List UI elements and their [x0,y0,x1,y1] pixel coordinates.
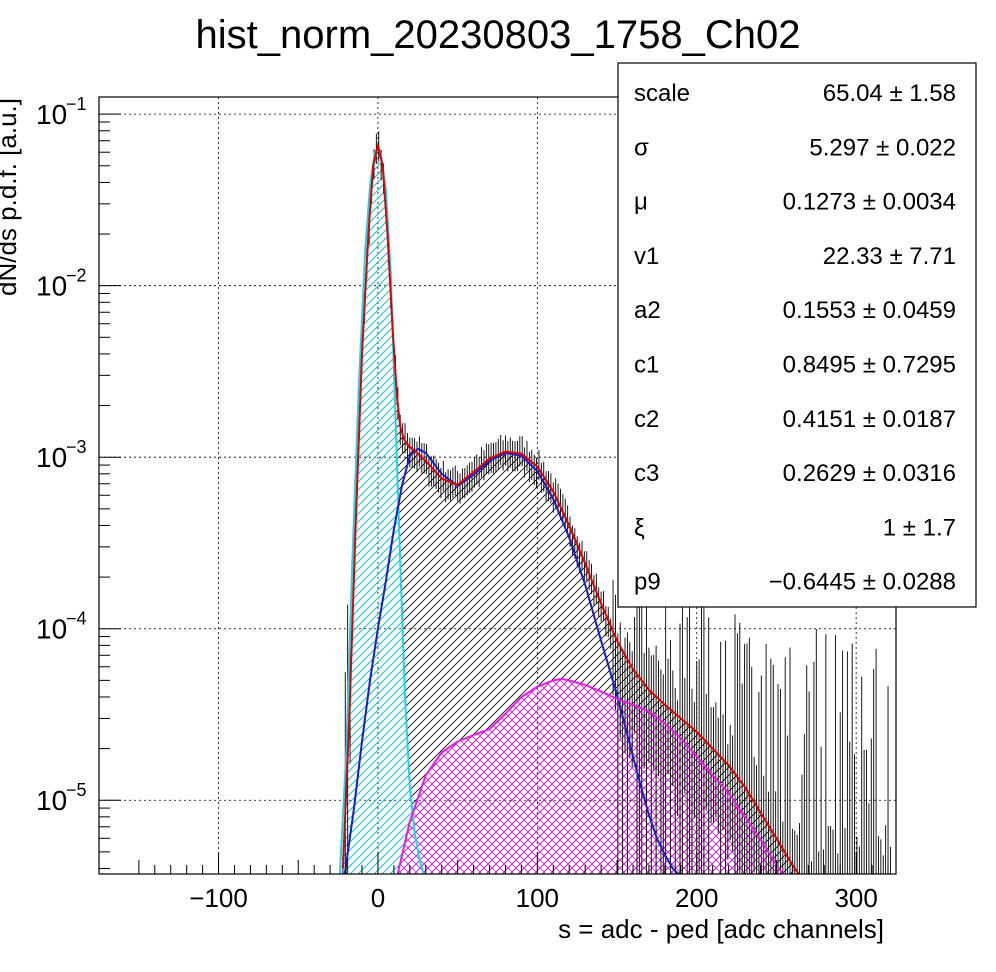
stats-param-value: 0.8495 ± 0.7295 [783,352,956,379]
y-tick-label: 10−1 [36,94,87,130]
stats-param-value: −0.6445 ± 0.0288 [769,569,956,596]
y-axis-label: dN/ds p.d.f. [a.u.] [0,98,22,296]
stats-param-name: c2 [634,406,659,433]
x-tick-labels: −100 0 100 200 300 [189,883,878,913]
x-tick-label: −100 [189,883,248,913]
pedestal-hatch-fill [339,148,425,874]
stats-param-name: μ [634,189,648,216]
curve-total-fit [341,144,801,874]
y-tick-labels: 10−110−210−310−410−5 [36,94,87,816]
stats-param-value: 0.2629 ± 0.0316 [783,460,956,487]
stats-param-value: 0.1273 ± 0.0034 [783,189,956,216]
data-error-bars [342,131,891,874]
stats-param-name: σ [634,134,649,161]
y-tick-base: 10 [36,99,67,130]
y-tick-base: 10 [36,442,67,473]
y-tick-base: 10 [36,271,67,302]
y-tick-base: 10 [36,614,67,645]
stats-param-name: ξ [634,514,645,541]
x-tick-label: 100 [516,883,559,913]
stats-box-frame [617,62,977,608]
x-tick-label: 200 [675,883,718,913]
y-tick-label: 10−4 [36,609,87,645]
stats-box: scale 65.04 ± 1.58 σ 5.297 ± 0.022 μ 0.1273 ±… [617,62,977,608]
y-tick-power: −1 [66,94,87,114]
stats-param-value: 1 ± 1.7 [883,514,956,541]
y-tick-power: −4 [66,609,87,629]
stats-param-name: v1 [634,243,659,270]
stats-param-value: 65.04 ± 1.58 [823,80,956,107]
stats-param-name: c1 [634,352,659,379]
axis-ticks [99,113,889,874]
y-tick-power: −2 [66,266,87,286]
stats-param-name: p9 [634,569,661,596]
fit-curves [338,144,801,874]
stats-param-value: 0.1553 ± 0.0459 [783,297,956,324]
stats-param-value: 22.33 ± 7.71 [823,243,956,270]
x-axis-label: s = adc - ped [adc channels] [558,914,884,944]
stats-param-name: c3 [634,460,659,487]
stats-param-value: 5.297 ± 0.022 [809,134,956,161]
chart-title: hist_norm_20230803_1758_Ch02 [196,13,801,57]
y-tick-power: −5 [66,780,87,800]
x-tick-label: 0 [371,883,385,913]
y-tick-base: 10 [36,785,67,816]
stats-rows: scale 65.04 ± 1.58 σ 5.297 ± 0.022 μ 0.1273 ±… [634,80,956,596]
stats-param-name: scale [634,80,690,107]
y-tick-power: −3 [66,437,87,457]
x-tick-label: 300 [834,883,877,913]
stats-param-value: 0.4151 ± 0.0187 [783,406,956,433]
y-tick-label: 10−2 [36,266,87,302]
y-tick-label: 10−3 [36,437,87,473]
y-tick-label: 10−5 [36,780,87,816]
stats-param-name: a2 [634,297,661,324]
curve-single-pe-component [343,447,680,874]
curve-multi-pe-component [396,677,785,874]
total-hatch-fill [342,145,801,874]
